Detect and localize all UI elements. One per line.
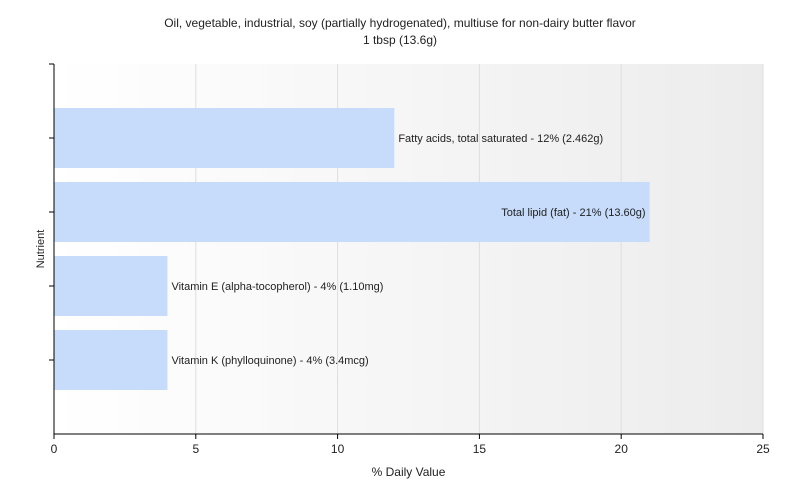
data-label: Vitamin E (alpha-tocopherol) - 4% (1.10m… (171, 281, 383, 293)
x-tick-label: 5 (192, 442, 199, 456)
x-tick-label: 25 (756, 442, 770, 456)
x-tick-label: 0 (51, 442, 58, 456)
x-tick-label: 15 (473, 442, 487, 456)
data-label: Fatty acids, total saturated - 12% (2.46… (398, 133, 603, 145)
bar (54, 256, 168, 316)
data-label: Total lipid (fat) - 21% (13.60g) (501, 207, 645, 219)
data-label: Vitamin K (phylloquinone) - 4% (3.4mcg) (171, 355, 368, 367)
chart-title: Oil, vegetable, industrial, soy (partial… (164, 16, 636, 30)
x-tick-label: 10 (331, 442, 345, 456)
x-axis-title: % Daily Value (372, 465, 446, 479)
chart-subtitle: 1 tbsp (13.6g) (362, 33, 438, 47)
y-axis-title: Nutrient (35, 230, 47, 269)
bar (54, 108, 395, 168)
x-tick-label: 20 (615, 442, 629, 456)
bar (54, 182, 650, 242)
bar (54, 330, 168, 390)
